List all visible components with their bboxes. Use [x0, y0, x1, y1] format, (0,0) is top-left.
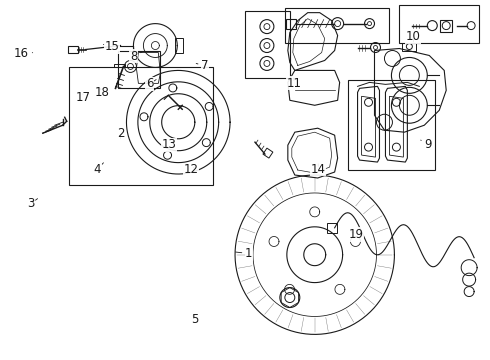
Text: 2: 2 — [117, 127, 124, 140]
Bar — [347, 80, 435, 170]
Text: 11: 11 — [286, 77, 301, 90]
Bar — [119, 50, 160, 88]
Text: 3: 3 — [27, 197, 38, 210]
Text: 18: 18 — [95, 86, 110, 99]
Text: 10: 10 — [406, 30, 421, 43]
Bar — [69, 67, 213, 185]
Text: 8: 8 — [130, 50, 143, 63]
Bar — [327, 223, 337, 233]
Text: 15: 15 — [103, 40, 120, 53]
Text: 9: 9 — [421, 138, 432, 150]
Text: 19: 19 — [349, 228, 364, 241]
Text: 12: 12 — [184, 163, 199, 176]
Text: 5: 5 — [192, 312, 199, 326]
Text: 4: 4 — [94, 163, 103, 176]
Bar — [399, 5, 479, 42]
Text: 16: 16 — [14, 47, 33, 60]
Bar — [245, 11, 290, 78]
Bar — [285, 8, 390, 42]
Text: 1: 1 — [236, 247, 253, 260]
Text: 17: 17 — [75, 91, 91, 104]
Text: 13: 13 — [162, 138, 177, 151]
Text: 7: 7 — [196, 59, 209, 72]
Text: 14: 14 — [311, 163, 326, 176]
Text: 6: 6 — [146, 77, 156, 90]
